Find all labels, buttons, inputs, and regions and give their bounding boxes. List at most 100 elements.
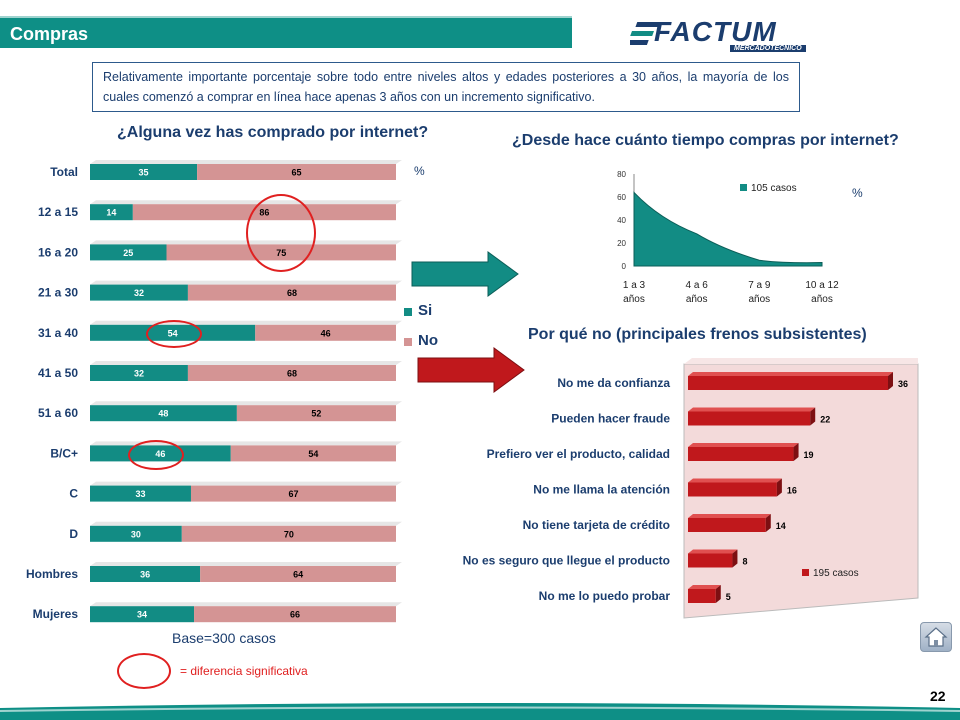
legend-label-no: No bbox=[418, 332, 438, 349]
category-label: No me da confianza bbox=[557, 376, 670, 390]
bar-3d-top bbox=[90, 240, 402, 245]
bar bbox=[688, 553, 733, 568]
data-label-no: 65 bbox=[292, 168, 302, 178]
logo-wordmark: FACTUM bbox=[654, 16, 777, 47]
data-label: 5 bbox=[726, 592, 731, 602]
x-tick-label: 7 a 9 bbox=[748, 280, 771, 291]
data-label-si: 32 bbox=[134, 369, 144, 379]
bar-3d-top bbox=[90, 521, 402, 526]
highlight-bc bbox=[128, 440, 184, 470]
bar-3d-top bbox=[90, 361, 402, 365]
data-label-no: 54 bbox=[308, 449, 318, 459]
bar-si bbox=[90, 204, 133, 221]
category-label: 16 a 20 bbox=[38, 245, 78, 259]
category-label: Mujeres bbox=[33, 607, 79, 621]
data-label-si: 14 bbox=[106, 208, 116, 218]
bar-no bbox=[236, 405, 396, 422]
bar-side-face bbox=[765, 514, 771, 532]
bar-side-face bbox=[715, 585, 721, 603]
bar bbox=[688, 518, 766, 532]
x-tick-label-line2: años bbox=[686, 294, 708, 305]
bar-side-face bbox=[810, 407, 816, 426]
category-label: 51 a 60 bbox=[38, 406, 78, 420]
bar-top-face bbox=[688, 443, 799, 447]
bar-no bbox=[200, 566, 396, 582]
home-icon bbox=[924, 627, 948, 647]
bar-side-face bbox=[888, 372, 893, 390]
chart2-title: ¿Desde hace cuánto tiempo compras por in… bbox=[512, 132, 899, 149]
legend-swatch bbox=[740, 184, 747, 191]
bar bbox=[688, 376, 888, 390]
significance-legend-ellipse bbox=[117, 653, 171, 689]
category-label: C bbox=[69, 487, 78, 501]
legend-label: 105 casos bbox=[751, 183, 797, 194]
y-tick-label: 40 bbox=[617, 216, 626, 225]
bar-side-face bbox=[793, 443, 799, 461]
data-label-no: 46 bbox=[321, 328, 331, 338]
category-label: No es seguro que llegue el producto bbox=[463, 554, 670, 568]
y-tick-label: 80 bbox=[617, 170, 626, 179]
bar-no bbox=[255, 324, 396, 341]
area-series bbox=[633, 191, 823, 267]
category-label: Pueden hacer fraude bbox=[551, 412, 670, 426]
page-number: 22 bbox=[930, 688, 946, 704]
data-label-si: 33 bbox=[135, 489, 145, 499]
bar-side-face bbox=[776, 478, 782, 497]
data-label-si: 35 bbox=[139, 168, 149, 178]
category-label: B/C+ bbox=[50, 446, 78, 460]
legend-swatch bbox=[802, 569, 809, 576]
bar-si bbox=[90, 164, 198, 180]
data-label: 16 bbox=[787, 486, 797, 496]
x-tick-label-line2: años bbox=[748, 294, 770, 305]
bar-no bbox=[194, 606, 396, 623]
chart1-percent-mark: % bbox=[414, 164, 425, 178]
category-label: Total bbox=[50, 165, 78, 179]
data-label-si: 48 bbox=[158, 409, 168, 419]
highlight-31-40 bbox=[146, 320, 202, 348]
legend-swatch-no bbox=[404, 338, 412, 346]
bar-3d-top bbox=[90, 401, 402, 406]
x-tick-label-line2: años bbox=[811, 294, 833, 305]
data-label-si: 32 bbox=[134, 288, 144, 298]
bar-3d-top bbox=[90, 602, 402, 607]
category-label: No tiene tarjeta de crédito bbox=[523, 518, 670, 532]
bar-si bbox=[90, 525, 182, 542]
legend-label: 195 casos bbox=[813, 568, 859, 579]
category-label: No me llama la atención bbox=[533, 483, 670, 497]
plot-background-top bbox=[684, 358, 918, 364]
data-label: 8 bbox=[742, 557, 747, 567]
x-tick-label: 10 a 12 bbox=[805, 280, 839, 291]
base-note: Base=300 casos bbox=[172, 630, 276, 646]
significance-note: = diferencia significativa bbox=[180, 664, 308, 678]
bar-no bbox=[230, 445, 396, 462]
category-label: 21 a 30 bbox=[38, 286, 78, 300]
bar bbox=[688, 447, 794, 461]
bar bbox=[688, 589, 716, 603]
arrow-right-teal-icon bbox=[411, 251, 519, 297]
bar-no bbox=[187, 284, 396, 301]
chart2-percent-mark: % bbox=[852, 186, 863, 200]
data-label-no: 70 bbox=[284, 529, 294, 539]
chart3-bars: 36 No me da confianza 22 Pueden hacer fraud… bbox=[463, 358, 919, 619]
legend-label-si: Si bbox=[418, 302, 433, 319]
bar-si bbox=[90, 566, 201, 582]
bar-side-face bbox=[732, 549, 738, 568]
data-label-no: 66 bbox=[290, 610, 300, 620]
data-label-si: 25 bbox=[123, 248, 133, 258]
y-tick-label: 60 bbox=[617, 193, 626, 202]
bar-top-face bbox=[688, 478, 782, 483]
data-label-si: 30 bbox=[131, 529, 141, 539]
home-button[interactable] bbox=[920, 622, 952, 652]
chart1-title: ¿Alguna vez has comprado por internet? bbox=[117, 124, 429, 141]
data-label: 14 bbox=[776, 521, 786, 531]
bar-si bbox=[90, 606, 195, 623]
data-label-no: 68 bbox=[287, 288, 297, 298]
bar-no bbox=[197, 164, 396, 180]
bar-no bbox=[187, 365, 396, 381]
data-label-no: 52 bbox=[311, 409, 321, 419]
slide-title: Compras bbox=[0, 16, 572, 48]
bar-si bbox=[90, 244, 167, 261]
data-label: 22 bbox=[820, 415, 830, 425]
y-tick-label: 20 bbox=[617, 239, 626, 248]
logo-tagline: MERCADOTÉCNICO bbox=[730, 45, 806, 52]
